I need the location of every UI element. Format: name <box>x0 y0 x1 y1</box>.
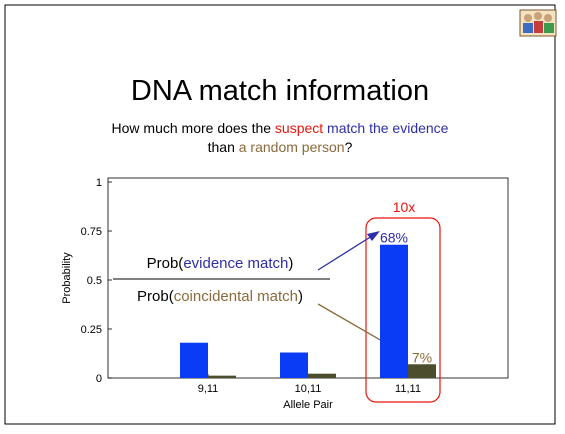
fraction-text: ) <box>288 255 293 272</box>
y-axis-label: Probability <box>61 252 73 304</box>
bar <box>308 373 336 378</box>
subtitle-text: match the evidence <box>323 120 449 136</box>
bar <box>180 342 208 378</box>
arrow <box>317 235 373 271</box>
value-label: 7% <box>412 349 432 365</box>
highlight-box <box>365 217 441 403</box>
bar <box>408 364 436 378</box>
subtitle-text: than <box>208 139 239 155</box>
clipart-icon <box>519 9 557 37</box>
fraction-numerator: Prob(evidence match) <box>147 255 294 272</box>
subtitle-line: than a random person? <box>208 139 353 155</box>
fraction-text: coincidental match <box>174 288 298 305</box>
fraction-text: Prob( <box>147 255 184 272</box>
bar <box>208 375 236 378</box>
y-tick-label: 0.75 <box>81 226 102 238</box>
fraction-text: Prob( <box>137 288 174 305</box>
x-tick-label: 10,11 <box>295 383 322 395</box>
x-axis-label: Allele Pair <box>283 399 333 411</box>
y-tick-label: 0.5 <box>87 275 102 287</box>
ratio-annotation: 10x <box>393 199 416 215</box>
subtitle-text: ? <box>345 139 353 155</box>
arrowhead <box>367 231 380 241</box>
y-tick-label: 0 <box>96 373 102 385</box>
bar <box>280 352 308 378</box>
value-label: 68% <box>380 230 408 246</box>
fraction-text: evidence match <box>183 255 288 272</box>
bar <box>380 244 408 378</box>
subtitle-line: How much more does the suspect match the… <box>112 120 449 136</box>
y-tick-label: 1 <box>96 177 102 189</box>
title: DNA match information <box>131 75 429 107</box>
y-tick-label: 0.25 <box>81 324 102 336</box>
subtitle-text: a random person <box>239 139 345 155</box>
subtitle-text: How much more does the <box>112 120 275 136</box>
x-tick-label: 11,11 <box>395 383 421 395</box>
fraction-text: ) <box>298 288 303 305</box>
subtitle-text: suspect <box>275 120 323 136</box>
fraction-denominator: Prob(coincidental match) <box>137 288 303 305</box>
x-tick-label: 9,11 <box>198 383 219 395</box>
